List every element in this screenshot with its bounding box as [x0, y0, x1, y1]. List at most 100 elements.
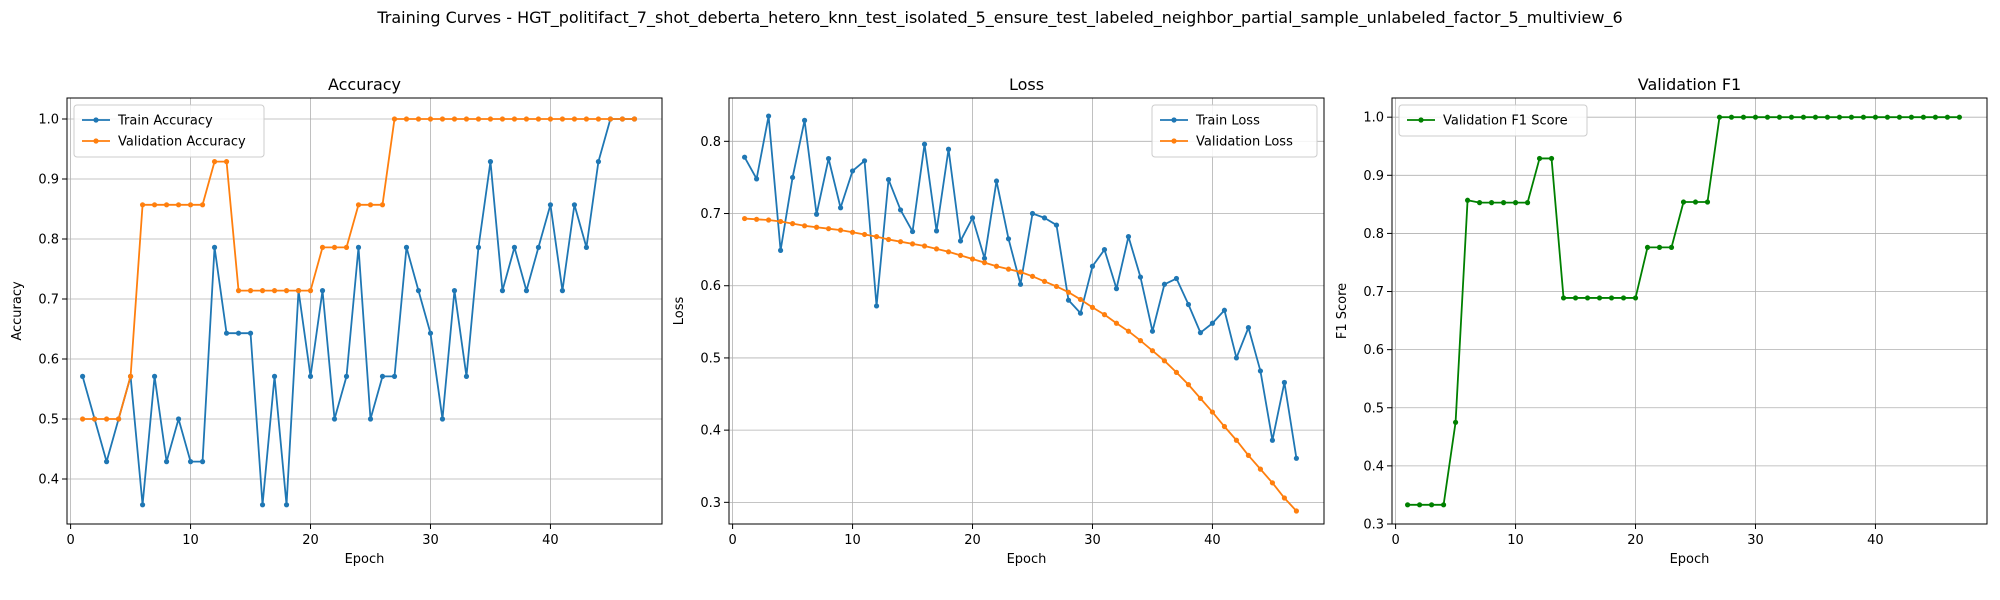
legend-marker — [1171, 138, 1177, 144]
data-point — [427, 330, 434, 336]
data-point — [403, 116, 410, 122]
legend-box — [1151, 104, 1318, 158]
data-point — [331, 416, 338, 422]
data-point — [1281, 495, 1288, 501]
data-point — [1149, 348, 1156, 354]
data-point — [1005, 266, 1012, 272]
data-point — [475, 244, 482, 250]
axes-frame — [66, 97, 663, 525]
data-point — [1560, 295, 1567, 301]
data-point — [1221, 423, 1228, 430]
y-tick-label: 0.7 — [700, 207, 721, 222]
y-tick-label: 0.5 — [700, 351, 721, 366]
data-point — [307, 288, 314, 294]
data-point — [259, 288, 266, 294]
data-point — [1608, 295, 1615, 301]
data-point — [801, 223, 808, 229]
data-point — [283, 288, 290, 294]
data-point — [163, 202, 170, 208]
data-point — [595, 159, 602, 165]
x-tick-label: 10 — [1507, 533, 1524, 548]
x-tick-label: 30 — [1084, 533, 1101, 548]
series-line — [744, 217, 1298, 512]
data-point — [801, 117, 808, 123]
data-point — [211, 244, 218, 250]
data-point — [1281, 379, 1288, 386]
data-point — [981, 260, 988, 266]
x-tick-label: 40 — [1204, 533, 1221, 548]
data-point — [1197, 330, 1204, 336]
data-point — [379, 373, 386, 379]
data-point — [1908, 114, 1915, 120]
legend-marker — [93, 117, 99, 123]
x-tick-label: 30 — [422, 533, 439, 548]
y-tick-label: 0.6 — [38, 353, 59, 368]
data-point — [1017, 269, 1024, 275]
y-tick-label: 0.9 — [1363, 169, 1384, 184]
data-point — [571, 116, 578, 122]
data-point — [607, 116, 614, 122]
data-point — [595, 116, 602, 122]
data-point — [861, 158, 868, 164]
data-point — [1065, 297, 1072, 303]
data-point — [439, 116, 446, 122]
data-point — [295, 288, 302, 294]
data-point — [211, 159, 218, 165]
legend-marker — [1418, 117, 1424, 123]
data-point — [1680, 199, 1687, 205]
y-tick-label: 0.3 — [1363, 518, 1384, 533]
data-point — [187, 459, 194, 465]
data-point — [415, 116, 422, 122]
data-point — [547, 202, 554, 208]
data-point — [559, 288, 566, 294]
y-axis-title: Loss — [672, 297, 687, 326]
data-point — [1404, 502, 1411, 508]
data-point — [91, 416, 98, 422]
legend-label: Validation Accuracy — [118, 135, 246, 150]
data-point — [1245, 452, 1252, 459]
data-point — [1860, 114, 1867, 120]
data-point — [1800, 114, 1807, 120]
data-point — [475, 116, 482, 122]
data-point — [1209, 409, 1216, 415]
data-point — [1572, 295, 1579, 301]
y-tick-label: 0.9 — [38, 173, 59, 188]
data-point — [1728, 114, 1735, 120]
data-point — [235, 288, 242, 294]
data-point — [1233, 437, 1240, 443]
data-point — [499, 288, 506, 294]
data-point — [1269, 437, 1276, 443]
y-tick-label: 0.4 — [1363, 459, 1384, 474]
x-tick-label: 20 — [302, 533, 319, 548]
data-point — [765, 113, 772, 119]
y-tick-label: 0.4 — [700, 424, 721, 439]
data-point — [1848, 114, 1855, 120]
data-point — [451, 288, 458, 294]
data-point — [1932, 114, 1939, 120]
data-point — [969, 256, 976, 262]
legend: Train Loss Validation Loss — [1151, 104, 1318, 158]
data-point — [777, 218, 784, 225]
data-point — [535, 116, 542, 122]
x-tick-label: 40 — [542, 533, 559, 548]
data-point — [849, 168, 856, 174]
data-point — [1245, 325, 1252, 331]
data-point — [319, 288, 326, 294]
data-point — [175, 416, 182, 422]
data-point — [631, 116, 638, 122]
y-axis-title: F1 Score — [1335, 283, 1350, 339]
data-point — [897, 239, 904, 245]
data-point — [1476, 200, 1483, 206]
data-point — [1113, 320, 1120, 326]
data-point — [1488, 200, 1495, 206]
data-point — [1149, 328, 1156, 334]
axes-frame — [1391, 97, 1988, 525]
data-point — [487, 116, 494, 122]
data-point — [1824, 114, 1831, 120]
data-point — [523, 288, 530, 294]
data-point — [559, 116, 566, 122]
data-point — [1101, 312, 1108, 318]
data-point — [199, 459, 206, 465]
series-line — [82, 118, 635, 420]
